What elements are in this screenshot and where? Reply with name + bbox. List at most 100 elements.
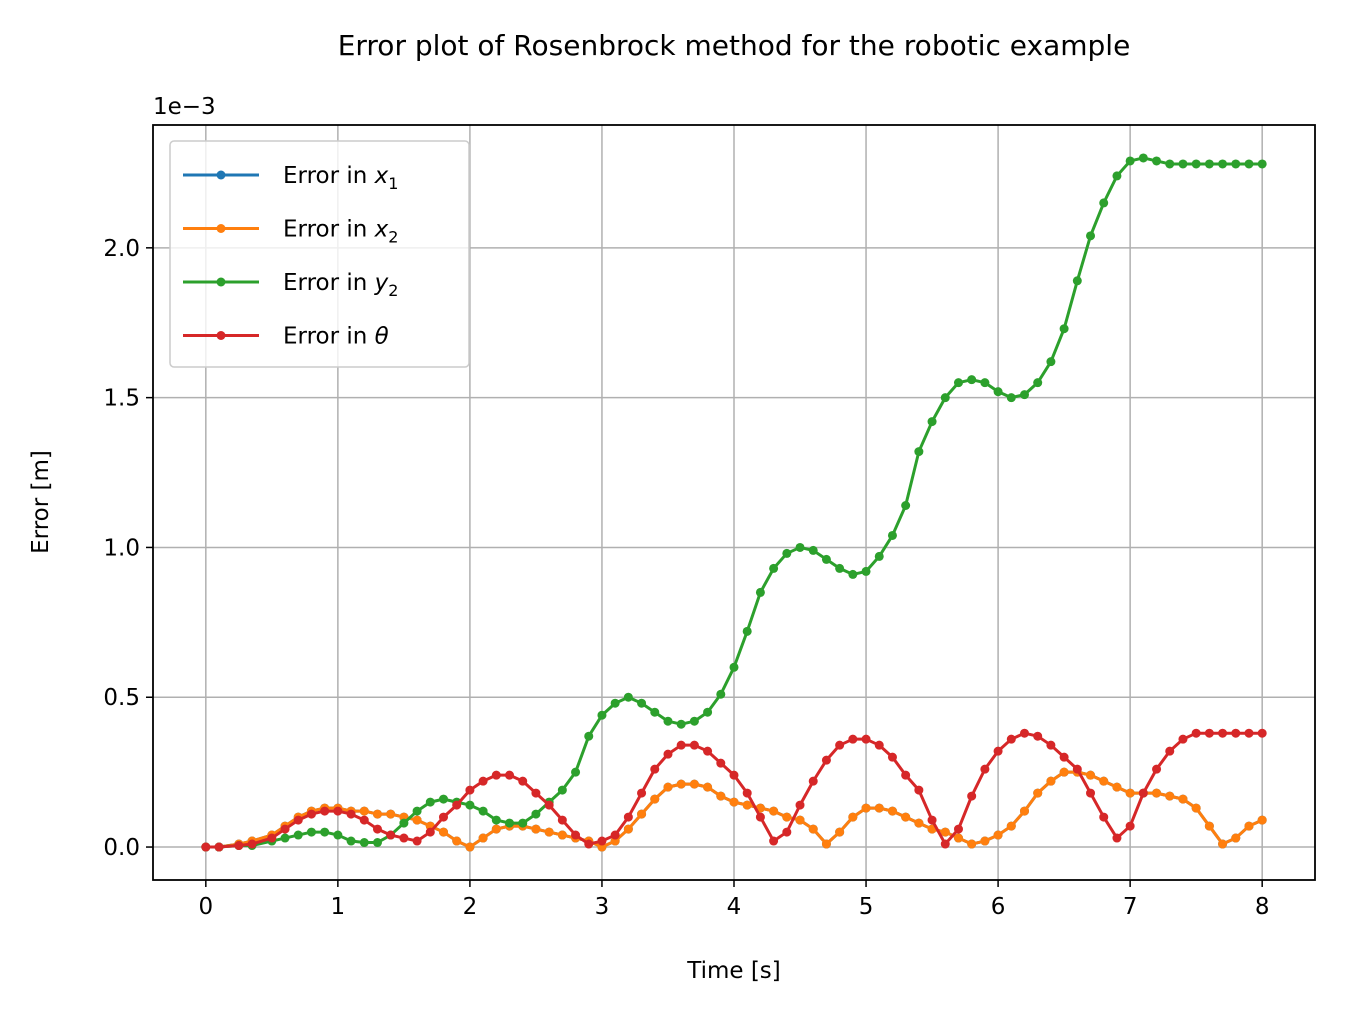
data-point: [610, 698, 620, 708]
data-point: [320, 806, 330, 816]
data-point: [729, 770, 739, 780]
data-point: [755, 587, 765, 597]
data-point: [234, 841, 244, 851]
data-point: [1191, 803, 1201, 813]
data-point: [386, 830, 396, 840]
data-point: [676, 719, 686, 729]
data-point: [874, 803, 884, 813]
series-4: [201, 728, 1267, 852]
data-point: [359, 815, 369, 825]
y-tick-label: 0.0: [103, 835, 140, 861]
data-point: [967, 839, 977, 849]
data-point: [201, 842, 211, 852]
data-point: [1046, 357, 1056, 367]
data-point: [650, 764, 660, 774]
data-point: [214, 842, 224, 852]
data-point: [531, 788, 541, 798]
data-point: [887, 752, 897, 762]
data-point: [1178, 794, 1188, 804]
data-point: [861, 566, 871, 576]
x-axis: 0 1 2 3 4 5 6 7 8: [198, 880, 1270, 920]
data-point: [584, 839, 594, 849]
legend-box: [169, 140, 470, 368]
data-point: [1231, 728, 1241, 738]
data-point: [769, 563, 779, 573]
data-point: [399, 833, 409, 843]
data-point: [1191, 728, 1201, 738]
legend-label: Error in x1: [283, 163, 398, 193]
data-point: [808, 824, 818, 834]
data-point: [439, 827, 448, 837]
data-point: [1152, 156, 1162, 166]
data-point: [940, 827, 950, 837]
data-point: [967, 791, 977, 801]
data-point: [1112, 833, 1122, 843]
data-point: [478, 833, 488, 843]
data-point: [703, 782, 713, 792]
data-point: [716, 791, 726, 801]
data-point: [399, 818, 409, 828]
data-point: [518, 818, 528, 828]
data-point: [425, 827, 435, 837]
data-point: [1218, 159, 1228, 169]
data-point: [901, 500, 911, 510]
data-point: [544, 827, 554, 837]
data-point: [808, 545, 818, 555]
data-point: [755, 812, 765, 822]
data-point: [372, 824, 382, 834]
data-point: [1244, 821, 1254, 831]
data-point: [821, 839, 831, 849]
data-point: [861, 803, 871, 813]
data-point: [927, 417, 937, 427]
data-point: [663, 749, 673, 759]
data-point: [742, 626, 752, 636]
data-point: [795, 542, 805, 552]
data-point: [491, 824, 501, 834]
data-point: [980, 836, 990, 846]
data-point: [1059, 324, 1069, 334]
data-point: [346, 836, 356, 846]
data-point: [874, 740, 884, 750]
data-point: [993, 830, 1003, 840]
data-point: [439, 812, 448, 822]
data-point: [1218, 728, 1228, 738]
y-tick-label: 1.0: [103, 535, 140, 561]
data-point: [782, 548, 792, 558]
data-point: [821, 755, 831, 765]
data-point: [650, 794, 660, 804]
legend-marker: [216, 331, 226, 340]
data-point: [1125, 156, 1135, 166]
data-point: [544, 800, 554, 810]
data-point: [676, 779, 686, 789]
data-point: [1178, 159, 1188, 169]
data-point: [808, 776, 818, 786]
data-point: [1020, 806, 1029, 816]
data-point: [478, 806, 488, 816]
data-point: [280, 824, 290, 834]
data-point: [306, 827, 316, 837]
data-point: [874, 551, 884, 561]
data-point: [716, 758, 726, 768]
data-point: [703, 746, 713, 756]
data-point: [1204, 159, 1214, 169]
data-point: [1165, 159, 1175, 169]
x-tick-label: 8: [1255, 894, 1270, 920]
data-point: [1138, 788, 1148, 798]
data-point: [557, 785, 567, 795]
data-point: [571, 830, 581, 840]
data-point: [689, 716, 699, 726]
data-point: [1204, 728, 1214, 738]
legend-marker: [216, 224, 226, 233]
x-tick-label: 7: [1123, 894, 1138, 920]
data-point: [623, 812, 633, 822]
data-point: [980, 764, 990, 774]
x-tick-label: 1: [331, 894, 346, 920]
y-tick-label: 2.0: [103, 236, 140, 262]
data-point: [1059, 752, 1069, 762]
data-point: [1046, 776, 1056, 786]
data-point: [346, 809, 356, 819]
data-point: [980, 378, 990, 388]
data-point: [571, 767, 581, 777]
data-point: [742, 800, 752, 810]
y-tick-label: 0.5: [103, 685, 140, 711]
